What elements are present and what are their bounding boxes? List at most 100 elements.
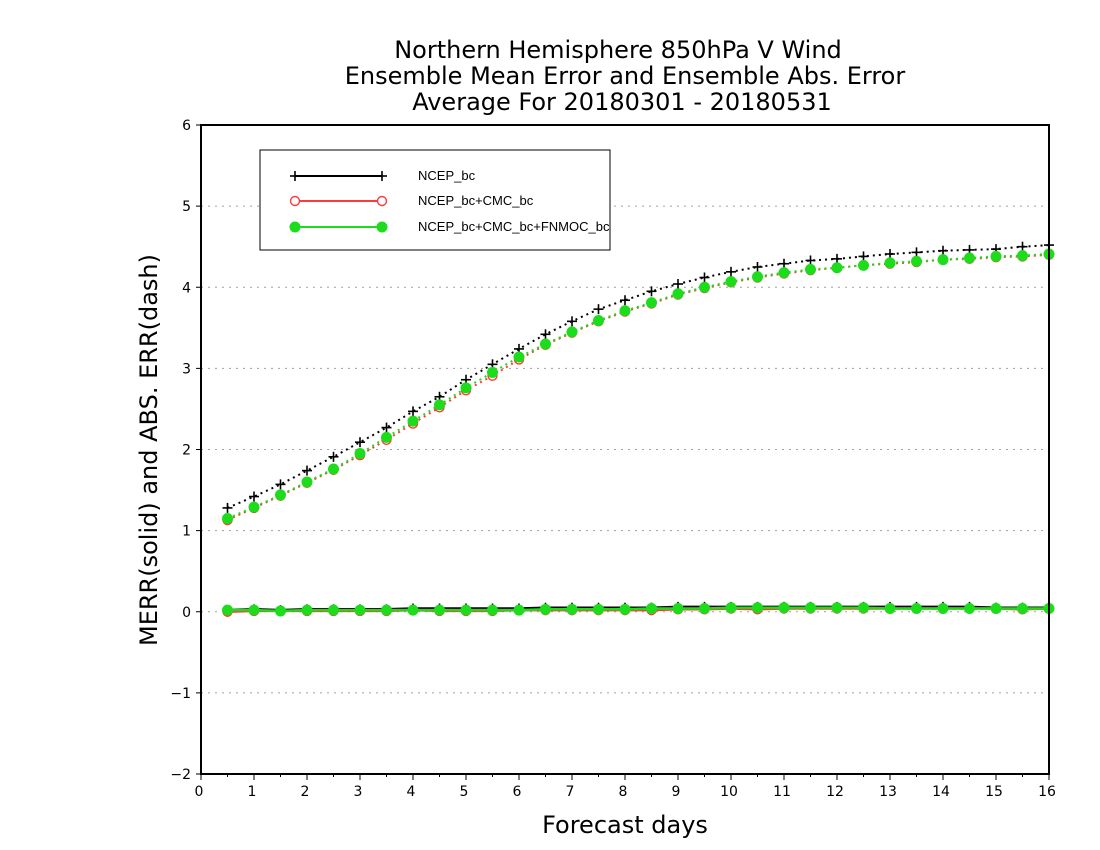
abs-error-point [699,272,710,283]
abs-error-point [858,259,869,271]
abs-error-line [227,253,1050,520]
mean-error-point [275,605,286,617]
abs-error-point [381,422,392,433]
abs-error-point [938,245,948,256]
abs-error-point [858,251,869,262]
x-tick-label: 3 [354,784,363,800]
mean-error-point [911,603,922,615]
legend-marker [289,195,301,207]
abs-error-point [302,465,312,476]
mean-error-point [593,603,604,615]
abs-error-point [778,267,790,279]
abs-error-line [227,253,1050,522]
abs-error-point [540,338,551,350]
abs-error-point [752,271,763,283]
abs-error-point [911,247,922,258]
mean-error-point [434,604,445,616]
x-tick-label: 15 [985,784,1003,800]
abs-error-point [460,382,472,394]
abs-error-point [699,281,710,293]
mean-error-point [778,602,790,614]
x-tick-label: 14 [932,784,950,800]
x-tick-label: 16 [1038,784,1056,800]
chart-title-line-1: Northern Hemisphere 850hPa V Wind [394,36,842,64]
abs-error-point [726,266,736,277]
abs-error-point [1017,250,1028,262]
legend-marker [289,221,301,233]
abs-error-point [805,263,816,275]
mean-error-point [354,604,366,616]
mean-error-point [540,603,551,615]
chart-title-line-2: Ensemble Mean Error and Ensemble Abs. Er… [345,62,906,90]
mean-error-point [990,603,1002,615]
abs-error-point [832,253,842,264]
legend-label: NCEP_bc+CMC_bc+FNMOC_bc [418,219,610,234]
legend-marker [376,221,388,233]
mean-error-point [805,602,816,614]
legend-label: NCEP_bc+CMC_bc [418,193,534,208]
mean-error-point [381,604,392,616]
mean-error-point [699,603,710,615]
mean-error-point [964,603,975,615]
mean-error-point [487,604,498,616]
abs-error-point [407,415,419,427]
y-tick-label: 3 [182,361,191,377]
abs-error-point [408,406,418,417]
mean-error-point [672,603,684,615]
y-tick-label: −1 [170,686,191,702]
mean-error-point [566,603,578,615]
abs-error-point [885,248,895,259]
abs-error-point [301,476,313,488]
abs-error-point [354,448,366,460]
abs-error-point [381,431,392,443]
mean-error-point [858,602,869,614]
x-tick-label: 10 [720,784,738,800]
mean-error-point [752,602,763,614]
legend: NCEP_bc NCEP_bc+CMC_bc NCEP_bc+CMC_bc+FNMO… [259,149,611,251]
abs-error-point [487,366,498,378]
y-tick-label: 4 [182,280,191,296]
y-tick-label: 0 [182,605,191,621]
grid-lines [201,205,1049,694]
abs-error-point [725,276,737,288]
x-tick-label: 13 [879,784,897,800]
series-ncep-bc-cmc-bc [222,249,1055,617]
abs-error-point [779,258,789,269]
mean-error-point [301,604,313,616]
mean-error-point [1017,603,1028,615]
mean-error-point [619,603,631,615]
abs-error-point [248,501,260,513]
legend-label: NCEP_bc [418,168,476,183]
series-ncep-bc [222,240,1054,616]
abs-error-point [831,262,843,274]
abs-error-point [805,255,816,266]
legend-marker [376,195,388,207]
x-tick-label: 12 [826,784,844,800]
x-tick-label: 9 [672,784,681,800]
chart-title: Northern Hemisphere 850hPa V Wind Ensemb… [345,36,906,116]
abs-error-point [911,255,922,267]
abs-error-point [752,261,763,272]
abs-error-point [434,399,445,411]
y-tick-label: 6 [182,118,191,134]
mean-error-point [248,604,260,616]
mean-error-point [513,604,525,616]
y-tick-label: 5 [182,199,191,215]
y-tick-label: 2 [182,443,191,459]
abs-error-point [672,288,684,300]
abs-error-line [227,244,1050,509]
abs-error-point [567,316,577,327]
abs-error-point [884,257,896,269]
x-tick-label: 1 [248,784,257,800]
x-tick-label: 2 [301,784,310,800]
abs-error-point [328,451,339,462]
mean-error-point [884,603,896,615]
mean-error-point [725,602,737,614]
mean-error-point [328,604,339,616]
mean-error-point [831,602,843,614]
abs-error-point [620,295,630,306]
abs-error-point [566,326,578,338]
abs-error-point [249,491,259,502]
series-layer [222,240,1055,617]
x-tick-label: 8 [619,784,628,800]
